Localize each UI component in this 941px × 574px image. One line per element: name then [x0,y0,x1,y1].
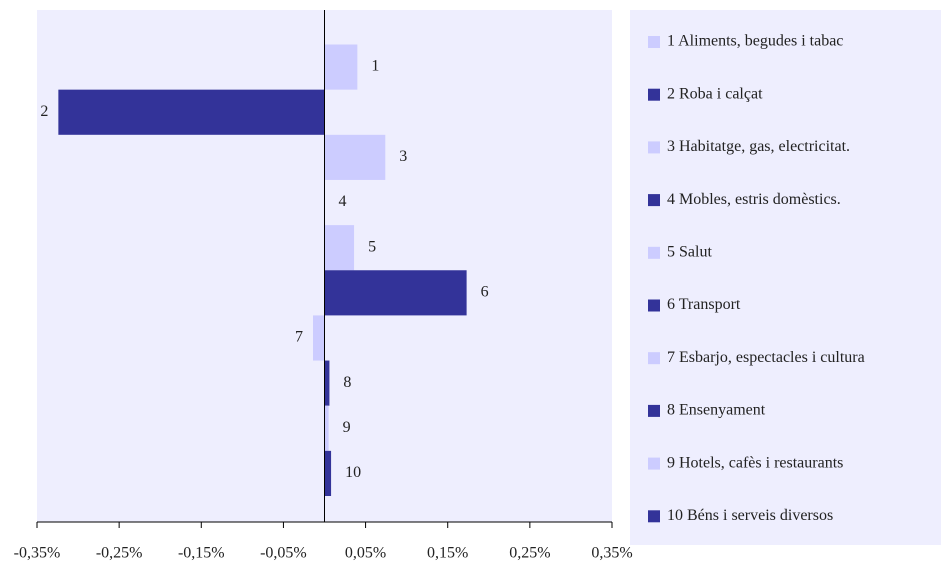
legend-swatch [648,36,660,48]
legend-swatch [648,299,660,312]
x-tick-label: 0,05% [345,545,386,562]
legend-label: 6 Transport [667,296,741,313]
x-tick-label: 0,35% [591,545,632,562]
bar-label: 8 [343,374,351,391]
bar [58,89,325,135]
bar-label: 6 [481,283,489,300]
bar-label: 2 [40,103,48,120]
bar [324,270,467,316]
bar [324,450,332,496]
legend-label: 8 Ensenyament [667,402,766,419]
bar-label: 3 [399,148,407,165]
bar-label: 10 [345,464,361,481]
legend-label: 3 Habitatge, gas, electricitat. [667,138,850,155]
legend-swatch [648,352,660,365]
legend-swatch [648,88,660,101]
bar-label: 7 [295,329,303,346]
x-tick-label: -0,35% [14,545,61,562]
legend-background [630,10,941,545]
legend-label: 7 Esbarjo, espectacles i cultura [667,349,865,366]
legend-swatch [648,404,660,417]
x-tick-label: -0,15% [178,545,225,562]
legend-label: 1 Aliments, begudes i tabac [667,33,843,50]
bar-label: 4 [339,193,347,210]
legend-label: 5 Salut [667,243,712,260]
bar [324,134,386,180]
legend-swatch [648,457,660,470]
x-tick-label: 0,15% [427,545,468,562]
legend-label: 9 Hotels, cafès i restaurants [667,454,843,471]
bar-label: 9 [343,419,351,436]
legend-label: 4 Mobles, estris domèstics. [667,191,841,208]
bar-label: 5 [368,238,376,255]
legend-label: 2 Roba i calçat [667,85,763,102]
bar [324,405,329,451]
x-tick-label: -0,25% [96,545,143,562]
bar [324,225,355,271]
x-tick-label: -0,05% [260,545,307,562]
bar [313,315,325,361]
bar-label: 1 [371,58,379,75]
legend-swatch [648,194,660,207]
bar [324,360,330,406]
legend-swatch [648,510,660,523]
legend-swatch [648,141,660,154]
legend-label: 10 Béns i serveis diversos [667,507,833,524]
legend-swatch [648,246,660,259]
x-tick-label: 0,25% [509,545,550,562]
bar [324,44,358,90]
